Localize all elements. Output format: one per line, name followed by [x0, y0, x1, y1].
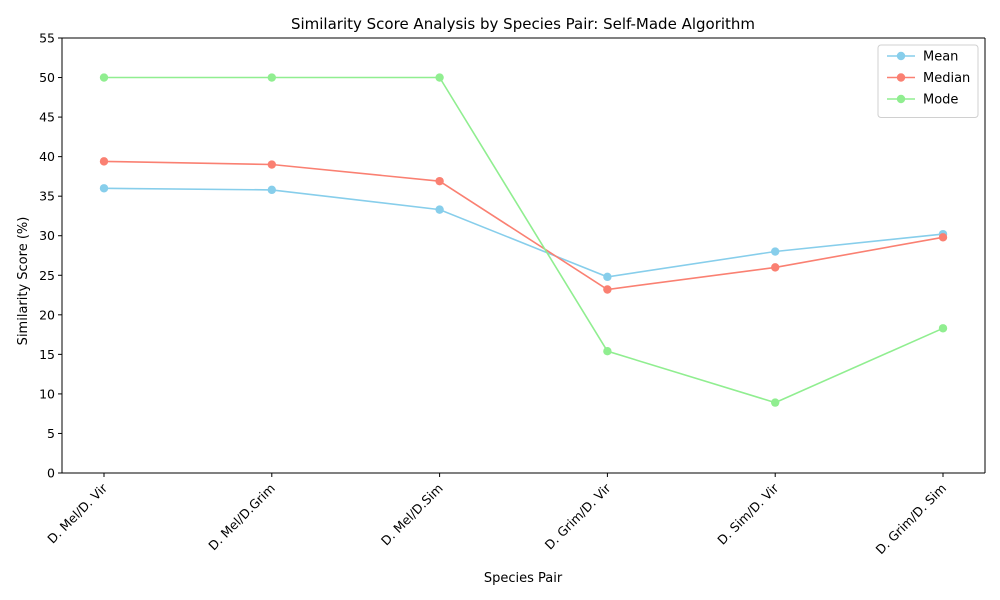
- series-line-mean: [103, 187, 944, 278]
- legend-entry-median: Median: [923, 71, 970, 86]
- y-tick-label: 0: [47, 466, 55, 481]
- y-tick-label: 15: [39, 347, 55, 362]
- legend-swatch-marker: [896, 94, 906, 104]
- y-tick-label: 10: [39, 386, 55, 401]
- legend-entry-mean: Mean: [923, 50, 958, 65]
- y-tick-label: 20: [39, 307, 55, 322]
- data-point-mean: [603, 272, 612, 282]
- y-tick-label: 25: [39, 268, 55, 283]
- data-point-mode: [938, 324, 948, 333]
- y-tick-label: 45: [39, 110, 55, 125]
- series-line-median: [103, 160, 944, 291]
- y-tick-label: 5: [47, 426, 55, 441]
- legend-swatch-marker: [896, 73, 906, 82]
- y-tick-label: 30: [39, 228, 55, 243]
- y-tick-label: 55: [39, 31, 55, 46]
- data-point-median: [771, 263, 780, 272]
- data-point-mode: [267, 73, 276, 82]
- y-tick-label: 40: [39, 149, 55, 164]
- data-point-mean: [267, 185, 276, 195]
- data-point-mean: [435, 205, 444, 214]
- y-tick-label: 35: [39, 189, 55, 204]
- data-point-median: [267, 160, 276, 169]
- data-point-mode: [435, 73, 444, 82]
- series-line-mode: [104, 76, 944, 404]
- data-point-median: [603, 285, 612, 294]
- data-point-median: [435, 176, 444, 186]
- data-point-median: [99, 157, 109, 166]
- data-point-mode: [771, 398, 780, 407]
- y-axis-label: Similarity Score (%): [16, 217, 31, 346]
- data-point-mode: [603, 347, 612, 356]
- data-point-median: [938, 233, 948, 242]
- legend: Mean Median Mode: [877, 44, 979, 118]
- legend-swatch-marker: [896, 51, 906, 61]
- data-point-mode: [99, 73, 109, 82]
- legend-entry-mode: Mode: [923, 93, 958, 108]
- data-point-mean: [99, 184, 109, 193]
- data-point-mean: [771, 247, 780, 256]
- chart-title: Similarity Score Analysis by Species Pai…: [291, 15, 755, 33]
- y-tick-label: 50: [39, 70, 55, 85]
- x-axis-label: Species Pair: [484, 571, 563, 586]
